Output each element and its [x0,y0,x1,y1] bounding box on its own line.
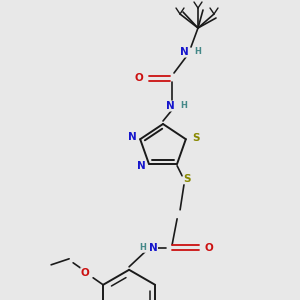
Text: N: N [149,243,158,253]
Text: H: H [140,243,146,252]
Text: H: H [195,47,201,56]
Text: S: S [192,133,200,143]
Text: N: N [166,101,174,111]
Text: O: O [81,268,89,278]
Text: H: H [181,101,188,110]
Text: O: O [205,243,214,253]
Text: N: N [180,47,188,57]
Text: S: S [183,174,191,184]
Text: N: N [136,161,145,171]
Text: N: N [128,132,136,142]
Text: O: O [135,73,143,83]
